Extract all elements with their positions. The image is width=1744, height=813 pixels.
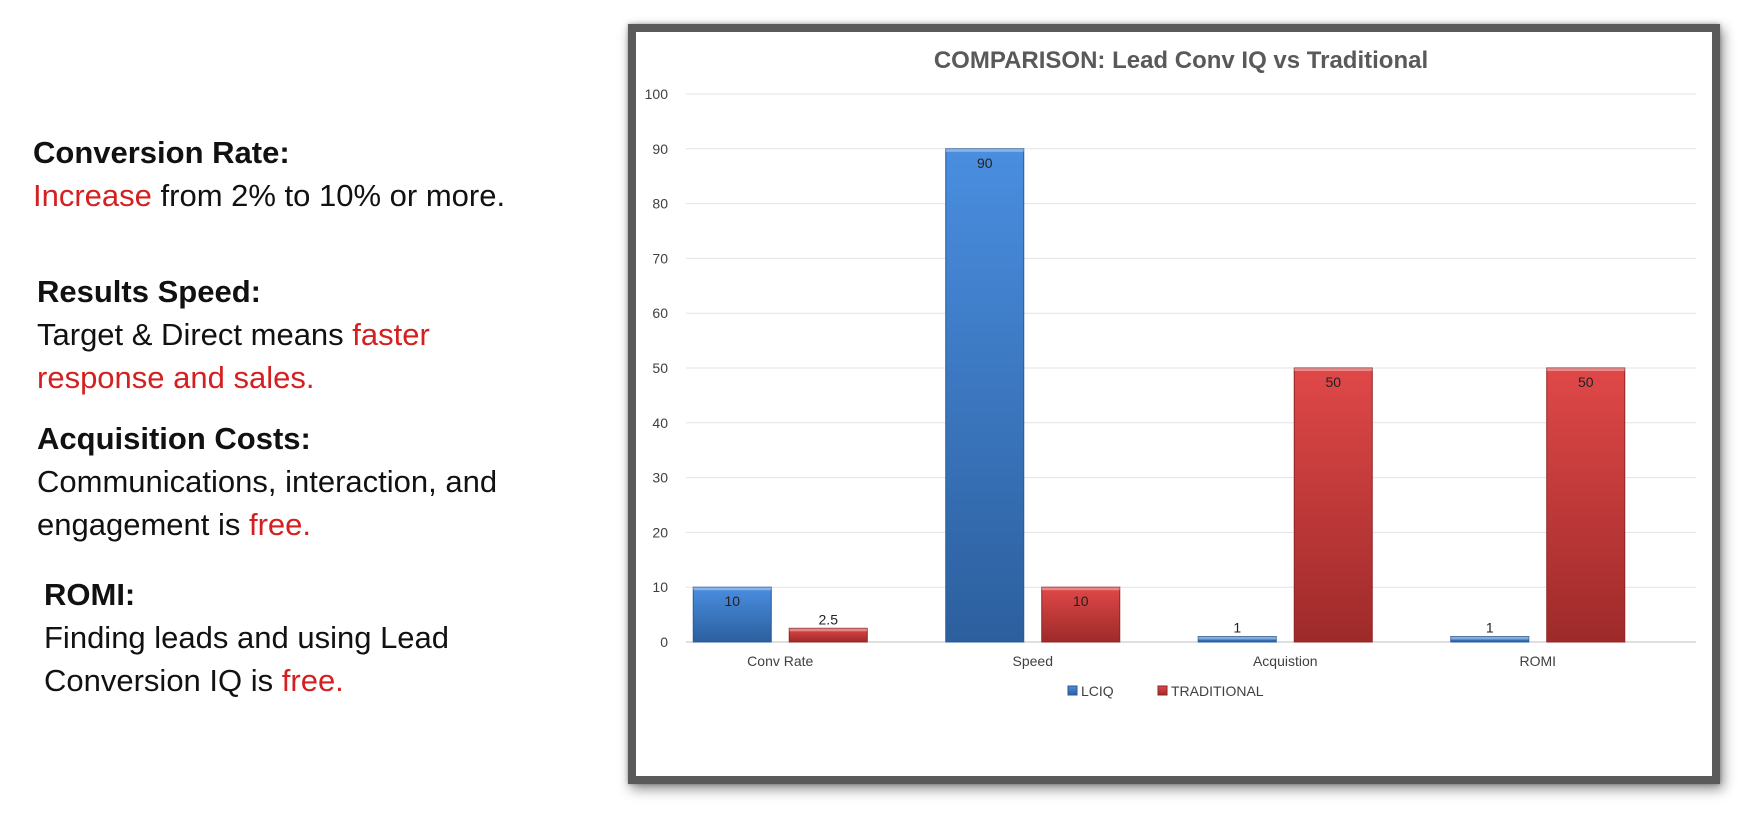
y-tick-label: 60 xyxy=(652,305,668,321)
body-text: Target & Direct means xyxy=(37,317,353,352)
bar-lciq-conv-rate xyxy=(692,586,772,643)
y-tick-label: 70 xyxy=(652,250,668,266)
highlight-text: free. xyxy=(248,507,312,542)
bar-highlight xyxy=(789,628,868,632)
body-text: Finding leads and using Lead xyxy=(44,620,450,655)
y-tick-label: 80 xyxy=(652,196,668,212)
benefit-text-line: Conversion IQ is free. xyxy=(44,659,449,702)
bar-highlight xyxy=(1198,636,1277,640)
legend-label-lciq: LCIQ xyxy=(1081,683,1114,699)
data-label: 10 xyxy=(1073,593,1089,609)
benefit-heading: ROMI: xyxy=(44,577,136,612)
bar-highlight xyxy=(1450,636,1529,640)
legend-swatch-traditional xyxy=(1157,685,1168,696)
benefit-point: Conversion Rate: Increase from 2% to 10% … xyxy=(33,131,505,217)
benefit-text-line: Communications, interaction, and xyxy=(37,460,497,503)
comparison-bar-chart: 0 10 20 30 40 50 60 70 80 90 100 10 2.5 Conv Rate 90 10… xyxy=(645,47,1696,699)
bar-lciq-acquistion xyxy=(1197,636,1277,643)
chart-frame: 0 10 20 30 40 50 60 70 80 90 100 10 2.5 Conv Rate 90 10… xyxy=(628,24,1720,784)
y-tick-label: 0 xyxy=(660,634,668,650)
bar-highlight xyxy=(1546,368,1625,371)
body-text: engagement is xyxy=(37,507,249,542)
data-label: 50 xyxy=(1578,374,1594,390)
benefit-text-line: Target & Direct means faster xyxy=(37,313,430,356)
bar-highlight xyxy=(945,148,1024,152)
labels: 0 10 20 30 40 50 60 70 80 90 100 10 2.5 Conv Rate 90 10… xyxy=(645,86,1594,699)
y-tick-label: 10 xyxy=(652,579,668,595)
y-tick-label: 20 xyxy=(652,524,668,540)
gridlines xyxy=(686,93,1696,643)
benefit-point: Results Speed: Target & Direct means fast… xyxy=(37,270,430,399)
body-text: Conversion IQ is xyxy=(44,663,282,698)
bar-traditional-romi xyxy=(1546,367,1626,643)
y-tick-label: 100 xyxy=(645,86,669,102)
benefit-heading: Conversion Rate: xyxy=(33,135,290,170)
bar-traditional-acquistion xyxy=(1293,367,1373,643)
y-tick-label: 50 xyxy=(652,360,668,376)
bars xyxy=(692,148,1626,643)
highlight-text: response and sales. xyxy=(37,360,315,395)
highlight-text: faster xyxy=(352,317,430,352)
legend-swatch-lciq xyxy=(1067,685,1078,696)
benefit-text-line: response and sales. xyxy=(37,356,430,399)
benefit-text-line: Increase from 2% to 10% or more. xyxy=(33,174,505,217)
x-tick-label: ROMI xyxy=(1519,653,1556,669)
y-tick-label: 40 xyxy=(652,415,668,431)
bar-traditional-conv-rate xyxy=(788,627,868,643)
benefit-text-line: engagement is free. xyxy=(37,503,497,546)
body-text: Communications, interaction, and xyxy=(37,464,498,499)
chart-title: COMPARISON: Lead Conv IQ vs Traditional xyxy=(934,47,1428,74)
bar-traditional-speed xyxy=(1041,586,1121,643)
bar-highlight xyxy=(1041,587,1120,591)
y-tick-label: 90 xyxy=(652,141,668,157)
data-label: 1 xyxy=(1233,620,1241,636)
benefit-point: Acquisition Costs: Communications, intera… xyxy=(37,417,497,546)
bar-highlight xyxy=(693,587,772,591)
data-label: 10 xyxy=(724,593,740,609)
y-tick-label: 30 xyxy=(652,470,668,486)
bar-lciq-romi xyxy=(1450,636,1530,643)
x-tick-label: Conv Rate xyxy=(747,653,813,669)
benefit-text-line: Finding leads and using Lead xyxy=(44,616,449,659)
body-text: from 2% to 10% or more. xyxy=(151,178,506,213)
data-label: 90 xyxy=(977,155,993,171)
highlight-text: free. xyxy=(281,663,344,698)
x-tick-label: Speed xyxy=(1013,653,1053,669)
benefit-heading: Results Speed: xyxy=(37,274,261,309)
data-label: 50 xyxy=(1325,374,1341,390)
highlight-text: Increase xyxy=(33,178,152,213)
benefit-point: ROMI: Finding leads and using Lead Convers… xyxy=(44,573,449,702)
benefit-points: Conversion Rate: Increase from 2% to 10% … xyxy=(0,0,620,813)
benefit-heading: Acquisition Costs: xyxy=(37,421,311,456)
data-label: 2.5 xyxy=(819,611,839,627)
bar-highlight xyxy=(1294,368,1373,371)
bar-lciq-speed xyxy=(945,148,1025,643)
x-tick-label: Acquistion xyxy=(1253,653,1318,669)
data-label: 1 xyxy=(1486,620,1494,636)
legend-label-traditional: TRADITIONAL xyxy=(1171,683,1264,699)
